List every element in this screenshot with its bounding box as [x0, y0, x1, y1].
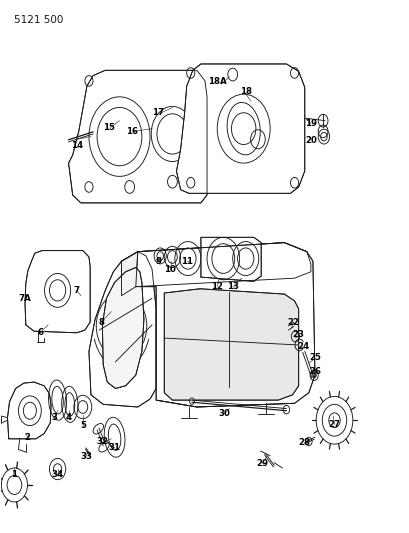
Text: 24: 24 [297, 342, 309, 351]
Text: 10: 10 [164, 265, 176, 273]
Text: 6: 6 [37, 328, 43, 337]
Polygon shape [89, 252, 156, 407]
Text: 18A: 18A [207, 77, 226, 86]
Text: 20: 20 [305, 136, 317, 146]
Text: 11: 11 [180, 257, 192, 265]
Text: 1: 1 [11, 470, 17, 479]
Text: 7A: 7A [18, 294, 31, 303]
Polygon shape [121, 243, 310, 296]
Text: 5121 500: 5121 500 [13, 14, 63, 25]
Text: 14: 14 [70, 141, 83, 150]
Text: 25: 25 [308, 353, 320, 362]
Polygon shape [102, 268, 144, 389]
Text: 16: 16 [126, 127, 137, 136]
Text: 27: 27 [328, 420, 340, 429]
Text: 2: 2 [25, 433, 31, 442]
Text: 13: 13 [227, 282, 239, 291]
Text: 12: 12 [211, 282, 222, 291]
Text: 17: 17 [152, 108, 164, 117]
Text: 23: 23 [292, 330, 304, 339]
Text: 7: 7 [74, 286, 80, 295]
Polygon shape [164, 289, 298, 400]
Text: 9: 9 [155, 257, 161, 265]
Text: 33: 33 [80, 452, 92, 461]
Polygon shape [200, 237, 261, 281]
Text: 15: 15 [103, 123, 115, 132]
Text: 5: 5 [80, 421, 85, 430]
Text: 30: 30 [218, 409, 230, 418]
Polygon shape [135, 243, 314, 407]
Text: 32: 32 [96, 437, 108, 446]
Polygon shape [68, 70, 207, 203]
Text: 8: 8 [98, 318, 104, 327]
Text: 3: 3 [51, 413, 57, 422]
Text: 19: 19 [304, 119, 316, 128]
Circle shape [283, 406, 289, 414]
Circle shape [189, 398, 194, 405]
Text: 18: 18 [239, 87, 251, 96]
Text: 34: 34 [52, 470, 63, 479]
Polygon shape [7, 382, 51, 439]
Text: 28: 28 [298, 438, 310, 447]
Text: 4: 4 [65, 413, 72, 422]
Text: 26: 26 [308, 367, 320, 376]
Text: 29: 29 [255, 459, 267, 469]
Text: 22: 22 [287, 318, 299, 327]
Polygon shape [25, 251, 90, 333]
Polygon shape [176, 64, 304, 193]
Text: 31: 31 [108, 443, 120, 453]
